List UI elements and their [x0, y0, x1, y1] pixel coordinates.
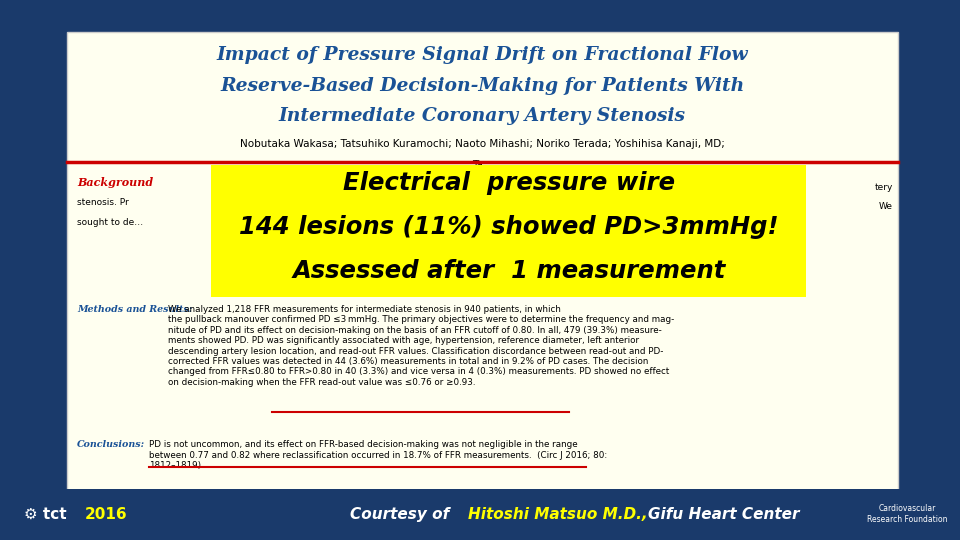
Text: Reserve-Based Decision-Making for Patients With: Reserve-Based Decision-Making for Patien…: [220, 77, 745, 94]
Text: sought to de…: sought to de…: [77, 218, 143, 227]
Text: Methods and Results:: Methods and Results:: [77, 305, 192, 314]
Text: Research Foundation: Research Foundation: [867, 515, 948, 524]
Text: Intermediate Coronary Artery Stenosis: Intermediate Coronary Artery Stenosis: [279, 107, 685, 125]
Text: Conclusions:: Conclusions:: [77, 440, 145, 449]
Text: 2016: 2016: [84, 507, 127, 522]
FancyBboxPatch shape: [0, 489, 960, 540]
Text: Courtesy of: Courtesy of: [350, 507, 455, 522]
Text: 144 lesions (11%) showed PD>3mmHg!: 144 lesions (11%) showed PD>3mmHg!: [239, 215, 779, 239]
Text: Gifu Heart Center: Gifu Heart Center: [648, 507, 800, 522]
Text: Background: Background: [77, 177, 153, 188]
Text: tery: tery: [875, 183, 893, 192]
Text: We: We: [878, 202, 893, 211]
Text: Assessed after  1 measurement: Assessed after 1 measurement: [292, 259, 726, 282]
FancyBboxPatch shape: [67, 32, 898, 491]
Text: Electrical  pressure wire: Electrical pressure wire: [343, 171, 675, 195]
Text: Cardiovascular: Cardiovascular: [878, 504, 936, 513]
Text: We analyzed 1,218 FFR measurements for intermediate stenosis in 940 patients, in: We analyzed 1,218 FFR measurements for i…: [168, 305, 674, 387]
Text: ⚙ tct: ⚙ tct: [24, 507, 66, 522]
Text: stenosis. Pr: stenosis. Pr: [77, 198, 129, 207]
Text: PD is not uncommon, and its effect on FFR-based decision-making was not negligib: PD is not uncommon, and its effect on FF…: [149, 440, 607, 470]
Text: Impact of Pressure Signal Drift on Fractional Flow: Impact of Pressure Signal Drift on Fract…: [217, 46, 748, 64]
Text: Nobutaka Wakasa; Tatsuhiko Kuramochi; Naoto Mihashi; Noriko Terada; Yoshihisa Ka: Nobutaka Wakasa; Tatsuhiko Kuramochi; Na…: [240, 139, 725, 150]
FancyBboxPatch shape: [211, 165, 806, 297]
Text: Ta…: Ta…: [471, 160, 493, 170]
Text: Hitoshi Matsuo M.D.,: Hitoshi Matsuo M.D.,: [468, 507, 648, 522]
